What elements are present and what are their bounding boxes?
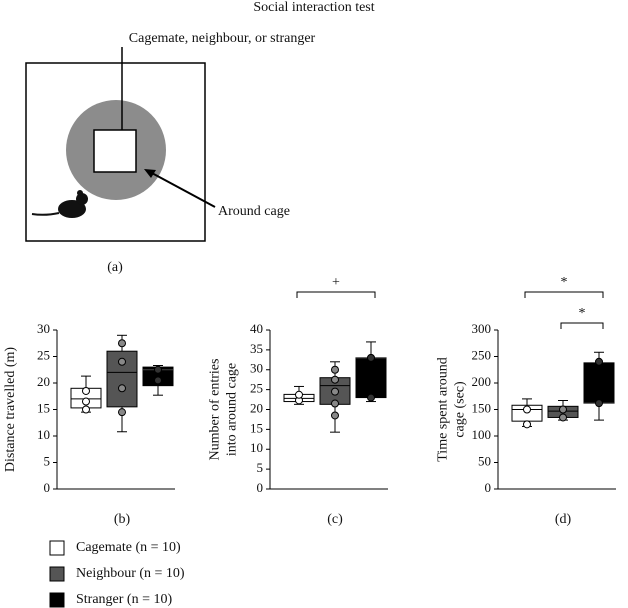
data-point	[559, 405, 567, 414]
y-tick-label: 15	[250, 420, 263, 435]
y-tick-label: 250	[472, 347, 492, 362]
y-tick-label: 0	[485, 480, 492, 495]
box	[583, 362, 615, 404]
data-point	[331, 411, 339, 420]
data-point	[82, 405, 90, 414]
y-tick-label: 20	[250, 400, 263, 415]
significance-label: *	[561, 275, 568, 290]
y-tick-label: 200	[472, 374, 492, 389]
panel-label: (b)	[114, 512, 131, 527]
y-tick-label: 150	[472, 400, 492, 415]
y-tick-label: 25	[37, 347, 50, 362]
data-point	[118, 339, 126, 348]
data-point	[331, 387, 339, 396]
y-tick-label: 0	[257, 480, 264, 495]
legend-swatch	[49, 592, 65, 608]
significance-label: *	[579, 306, 586, 321]
y-axis-label: into around cage	[225, 363, 240, 456]
data-point	[367, 353, 375, 362]
significance-label: +	[332, 275, 340, 290]
y-tick-label: 5	[257, 460, 264, 475]
cage	[93, 129, 137, 173]
arrowhead	[144, 169, 156, 178]
box	[355, 357, 387, 399]
data-point	[367, 393, 375, 402]
y-tick-label: 40	[250, 321, 263, 336]
data-point	[331, 399, 339, 408]
y-tick-label: 50	[478, 453, 491, 468]
legend-label: Neighbour (n = 10)	[76, 566, 185, 581]
y-tick-label: 35	[250, 341, 263, 356]
mouse	[31, 190, 88, 218]
data-point	[82, 397, 90, 406]
data-point	[118, 357, 126, 366]
legend-swatch	[49, 540, 65, 556]
data-point	[295, 390, 303, 399]
data-point	[118, 408, 126, 417]
cage-label: Cagemate, neighbour, or stranger	[129, 31, 316, 46]
legend-label: Cagemate (n = 10)	[76, 540, 181, 555]
data-point	[523, 420, 531, 429]
y-tick-label: 25	[250, 381, 263, 396]
y-tick-label: 100	[472, 427, 492, 442]
legend-label: Stranger (n = 10)	[76, 592, 172, 607]
significance-bracket	[560, 322, 604, 329]
legend-swatch	[49, 566, 65, 582]
y-tick-label: 0	[44, 480, 51, 495]
panel-label: (a)	[107, 260, 123, 275]
data-point	[559, 413, 567, 422]
y-tick-label: 300	[472, 321, 492, 336]
around-label: Around cage	[218, 204, 290, 219]
data-point	[331, 365, 339, 374]
y-axis-label: Distance travelled (m)	[3, 347, 18, 473]
data-point	[82, 386, 90, 395]
y-axis-label: Number of entries	[208, 359, 223, 461]
y-axis-label: Time spent around	[436, 357, 451, 461]
data-point	[154, 365, 162, 374]
panel-label: (d)	[555, 512, 572, 527]
data-point	[154, 376, 162, 385]
figure-title: Social interaction test	[253, 0, 374, 15]
y-tick-label: 15	[37, 400, 50, 415]
data-point	[595, 357, 603, 366]
y-tick-label: 30	[250, 361, 263, 376]
y-tick-label: 5	[44, 453, 51, 468]
y-tick-label: 30	[37, 321, 50, 336]
y-tick-label: 10	[37, 427, 50, 442]
data-point	[118, 384, 126, 393]
y-tick-label: 20	[37, 374, 50, 389]
y-axis-label: cage (sec)	[453, 381, 468, 438]
y-tick-label: 10	[250, 440, 263, 455]
data-point	[331, 375, 339, 384]
significance-bracket	[296, 291, 376, 298]
arrow	[149, 171, 216, 208]
significance-bracket	[524, 291, 604, 298]
data-point	[595, 399, 603, 408]
data-point	[523, 405, 531, 414]
panel-label: (c)	[327, 512, 343, 527]
